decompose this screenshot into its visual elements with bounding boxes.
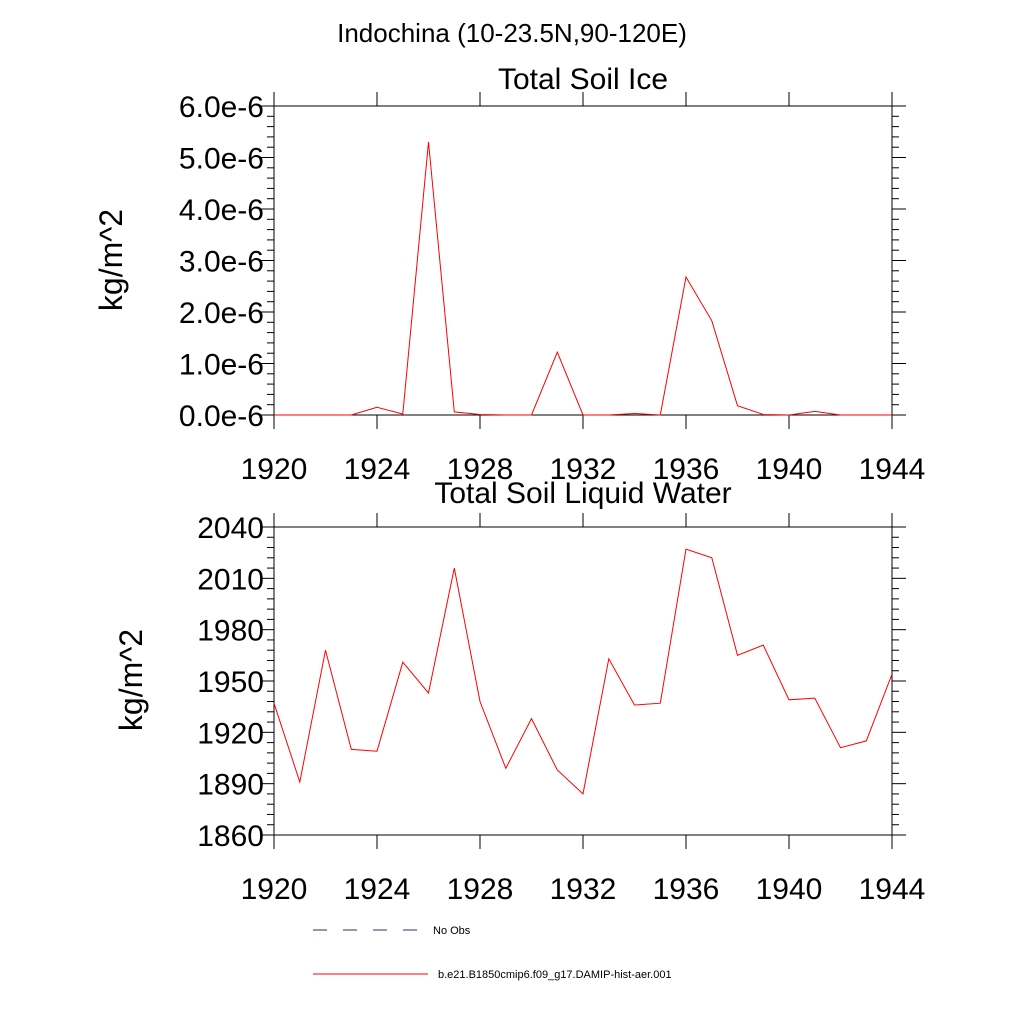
bottom-chart-title: Total Soil Liquid Water bbox=[434, 477, 731, 510]
bottom-x-tick-label: 1944 bbox=[859, 873, 926, 906]
top-x-tick-label: 1932 bbox=[550, 453, 617, 486]
bottom-x-tick-label: 1932 bbox=[550, 873, 617, 906]
top-x-tick-label: 1924 bbox=[344, 453, 411, 486]
bottom-plot-frame bbox=[273, 526, 893, 836]
top-y-tick-label: 4.0e-6 bbox=[179, 194, 264, 227]
top-x-tick-label: 1928 bbox=[447, 453, 514, 486]
legend: No Obs b.e21.B1850cmip6.f09_g17.DAMIP-hi… bbox=[313, 925, 672, 981]
legend-label-model: b.e21.B1850cmip6.f09_g17.DAMIP-hist-aer.… bbox=[438, 969, 672, 981]
top-x-tick-label: 1940 bbox=[756, 453, 823, 486]
top-y-tick-label: 6.0e-6 bbox=[179, 91, 264, 124]
bottom-x-tick-label: 1936 bbox=[653, 873, 720, 906]
top-chart-title: Total Soil Ice bbox=[498, 63, 668, 96]
top-x-tick-label: 1920 bbox=[241, 453, 308, 486]
bottom-y-axis-label: kg/m^2 bbox=[113, 629, 149, 731]
bottom-y-tick-label: 1860 bbox=[197, 820, 264, 853]
bottom-series-line bbox=[273, 548, 893, 795]
top-y-tick-label: 1.0e-6 bbox=[179, 349, 264, 382]
bottom-y-tick-label: 2010 bbox=[197, 563, 264, 596]
bottom-x-tick-label: 1924 bbox=[344, 873, 411, 906]
top-x-tick-label: 1936 bbox=[653, 453, 720, 486]
top-y-tick-label: 2.0e-6 bbox=[179, 297, 264, 330]
top-y-tick-label: 3.0e-6 bbox=[179, 246, 264, 279]
top-y-tick-label: 0.0e-6 bbox=[179, 400, 264, 433]
top-panel: Total Soil Ice 1920 1924 1928 1932 1936 1940 1… bbox=[93, 63, 925, 486]
top-series-line bbox=[274, 142, 892, 416]
bottom-panel: Total Soil Liquid Water 1920 1924 1928 1932… bbox=[113, 477, 925, 906]
bottom-x-tick-label: 1920 bbox=[241, 873, 308, 906]
bottom-y-tick-label: 1890 bbox=[197, 769, 264, 802]
bottom-x-tick-label: 1940 bbox=[756, 873, 823, 906]
legend-label-no-obs: No Obs bbox=[433, 925, 471, 937]
top-y-axis-label: kg/m^2 bbox=[93, 209, 129, 311]
bottom-y-tick-label: 2040 bbox=[197, 512, 264, 545]
top-plot-frame bbox=[273, 105, 893, 416]
top-x-tick-label: 1944 bbox=[859, 453, 926, 486]
bottom-plot-area: 1920 1924 1928 1932 1936 1940 1944 1860 1890 1920… bbox=[113, 512, 925, 906]
figure-title: Indochina (10-23.5N,90-120E) bbox=[337, 18, 687, 48]
bottom-y-tick-label: 1980 bbox=[197, 615, 264, 648]
top-y-tick-label: 5.0e-6 bbox=[179, 143, 264, 176]
bottom-x-tick-label: 1928 bbox=[447, 873, 514, 906]
top-plot-area: 1920 1924 1928 1932 1936 1940 1944 0.0e-6 1.0e-6… bbox=[93, 91, 925, 486]
bottom-y-tick-label: 1920 bbox=[197, 717, 264, 750]
bottom-y-tick-label: 1950 bbox=[197, 666, 264, 699]
